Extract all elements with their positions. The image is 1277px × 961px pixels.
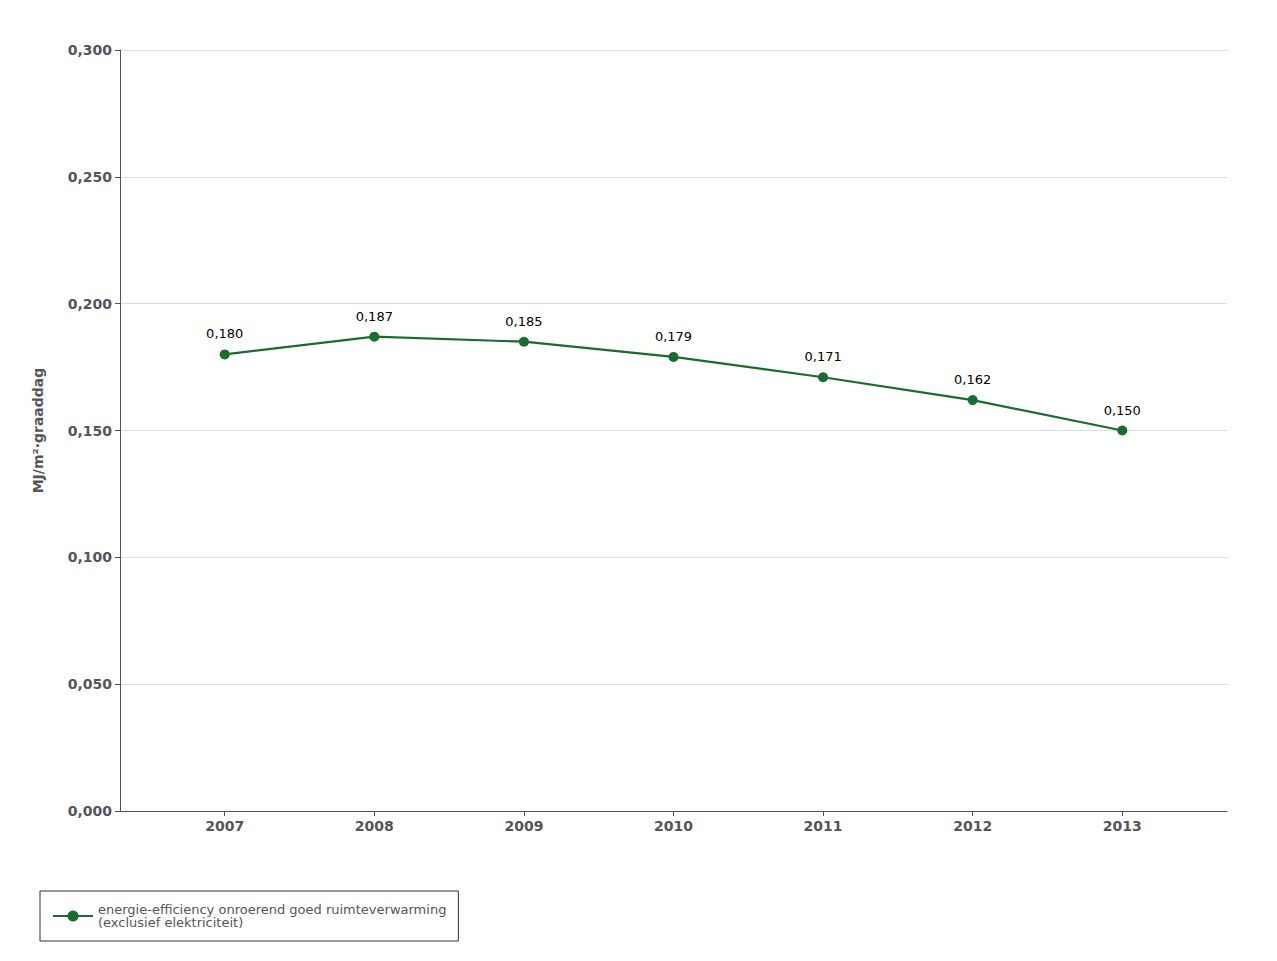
svg-text:0,100: 0,100 — [68, 549, 113, 565]
svg-text:0,162: 0,162 — [954, 372, 991, 387]
svg-text:0,300: 0,300 — [68, 42, 113, 58]
svg-text:2011: 2011 — [804, 818, 843, 834]
svg-text:0,150: 0,150 — [68, 423, 113, 439]
svg-text:0,200: 0,200 — [68, 296, 113, 312]
svg-text:0,000: 0,000 — [68, 803, 113, 819]
svg-text:0,180: 0,180 — [206, 326, 243, 341]
svg-text:2013: 2013 — [1103, 818, 1142, 834]
svg-text:2007: 2007 — [205, 818, 244, 834]
svg-text:2010: 2010 — [654, 818, 693, 834]
svg-text:0,250: 0,250 — [68, 169, 113, 185]
svg-text:0,187: 0,187 — [356, 309, 393, 324]
svg-text:energie-efficiency onroerend g: energie-efficiency onroerend goed ruimte… — [98, 902, 447, 917]
svg-text:2008: 2008 — [355, 818, 394, 834]
svg-text:0,150: 0,150 — [1104, 403, 1141, 418]
svg-text:0,185: 0,185 — [505, 314, 542, 329]
svg-text:MJ/m²·graaddag: MJ/m²·graaddag — [30, 368, 46, 494]
svg-text:(exclusief elektriciteit): (exclusief elektriciteit) — [98, 915, 243, 930]
svg-text:0,050: 0,050 — [68, 676, 113, 692]
svg-text:2012: 2012 — [953, 818, 992, 834]
svg-text:0,179: 0,179 — [655, 329, 692, 344]
svg-text:0,171: 0,171 — [804, 349, 841, 364]
svg-text:2009: 2009 — [504, 818, 543, 834]
